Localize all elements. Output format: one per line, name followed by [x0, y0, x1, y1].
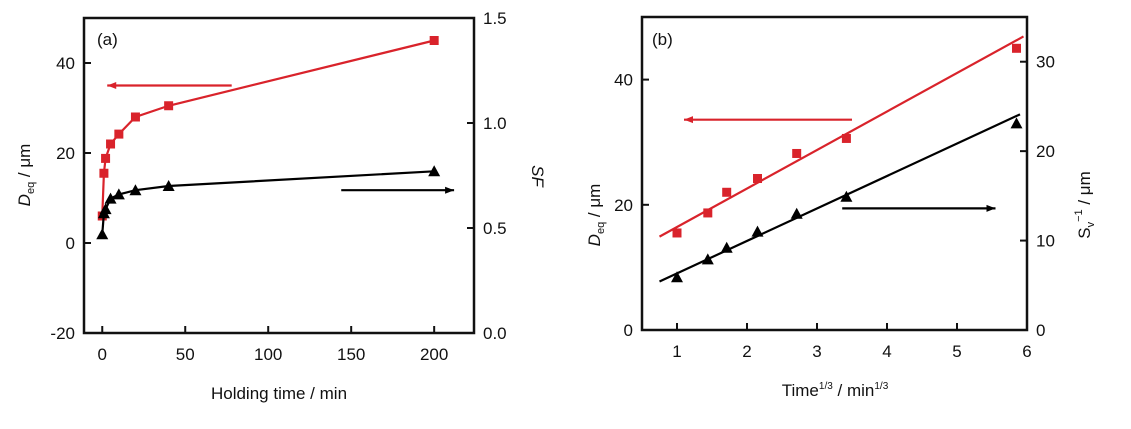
- deq-series-point: [792, 148, 802, 158]
- y2-tick-label: 0: [1036, 321, 1045, 340]
- sv-series-point: [840, 190, 853, 202]
- y2-axis-label-a: SF: [528, 165, 547, 188]
- deq-series-point: [841, 133, 851, 143]
- y2-tick-label: 10: [1036, 232, 1055, 251]
- arrow-head-icon: [107, 82, 117, 89]
- x-axis-label-a: Holding time / min: [211, 384, 347, 403]
- panel-b: (b) Time1/3 / min1/3 Deq / μm Sv−1 / μm …: [585, 15, 1097, 400]
- panel-label-b: (b): [652, 30, 673, 49]
- panel-a: (a) Holding time / min Deq / μm SF 0 50 10…: [15, 9, 547, 403]
- sv-series-point: [671, 271, 683, 283]
- x-tick-label: 150: [337, 345, 365, 364]
- deq-series-point: [753, 174, 762, 184]
- y-tick-label: 40: [614, 71, 633, 90]
- y-tick-label: 20: [56, 144, 75, 163]
- deq-series-point: [106, 139, 116, 149]
- deq-series-point: [99, 168, 109, 178]
- y-tick-label: -20: [50, 324, 75, 343]
- y2-axis-label-b: Sv−1 / μm: [1073, 171, 1097, 239]
- deq-series-point: [1012, 43, 1021, 53]
- x-tick-label: 5: [952, 342, 961, 361]
- sf-series-point: [129, 184, 142, 196]
- arrow-head-icon: [445, 186, 455, 194]
- y2-tick-label: 1.0: [483, 114, 507, 133]
- sv-series-point: [790, 207, 803, 219]
- sv-series-point: [1010, 117, 1023, 129]
- x-tick-label: 2: [742, 342, 751, 361]
- panel-label-a: (a): [97, 30, 118, 49]
- y-tick-label: 0: [66, 234, 75, 253]
- arrow-head-icon: [684, 116, 693, 124]
- deq-series-fit-line: [658, 35, 1025, 238]
- plot-frame-b: [640, 15, 1029, 332]
- sv-series-point: [720, 241, 733, 253]
- deq-series-point: [722, 187, 732, 197]
- x-tick-label: 3: [812, 342, 821, 361]
- sv-series-fit-line: [659, 113, 1021, 283]
- arrow-head-icon: [986, 204, 996, 212]
- sf-series-line: [101, 170, 435, 235]
- deq-series-point: [672, 228, 682, 238]
- y2-tick-label: 30: [1036, 53, 1055, 72]
- x-tick-label: 4: [882, 342, 891, 361]
- deq-series-point: [114, 129, 124, 139]
- deq-series-point: [164, 101, 174, 111]
- sv-series-point: [701, 253, 714, 265]
- sv-series-point: [751, 225, 764, 237]
- y-tick-label: 40: [56, 54, 75, 73]
- sf-series-point: [99, 203, 112, 215]
- x-tick-label: 100: [254, 345, 282, 364]
- y-axis-label-a: Deq / μm: [15, 144, 37, 207]
- sf-series-point: [96, 228, 109, 240]
- y2-tick-label: 0.5: [483, 219, 507, 238]
- sf-series-point: [428, 165, 441, 177]
- deq-series-point: [703, 208, 713, 218]
- plot-frame-a: [82, 16, 476, 335]
- deq-series-point: [101, 153, 111, 163]
- x-tick-label: 200: [420, 345, 448, 364]
- y2-tick-label: 20: [1036, 142, 1055, 161]
- x-tick-label: 1: [672, 342, 681, 361]
- sf-series-point: [162, 180, 175, 191]
- x-axis-label-b: Time1/3 / min1/3: [782, 381, 889, 400]
- y-axis-label-b: Deq / μm: [585, 184, 607, 247]
- y-tick-label: 0: [624, 321, 633, 340]
- x-tick-label: 6: [1022, 342, 1031, 361]
- deq-series-point: [130, 112, 140, 122]
- sf-series-point: [104, 192, 117, 204]
- sf-series-point: [112, 188, 125, 200]
- y2-tick-label: 1.5: [483, 9, 507, 28]
- y-tick-label: 20: [614, 196, 633, 215]
- y2-tick-label: 0.0: [483, 324, 507, 343]
- deq-series-point: [429, 36, 439, 45]
- x-tick-label: 0: [98, 345, 107, 364]
- x-tick-label: 50: [176, 345, 195, 364]
